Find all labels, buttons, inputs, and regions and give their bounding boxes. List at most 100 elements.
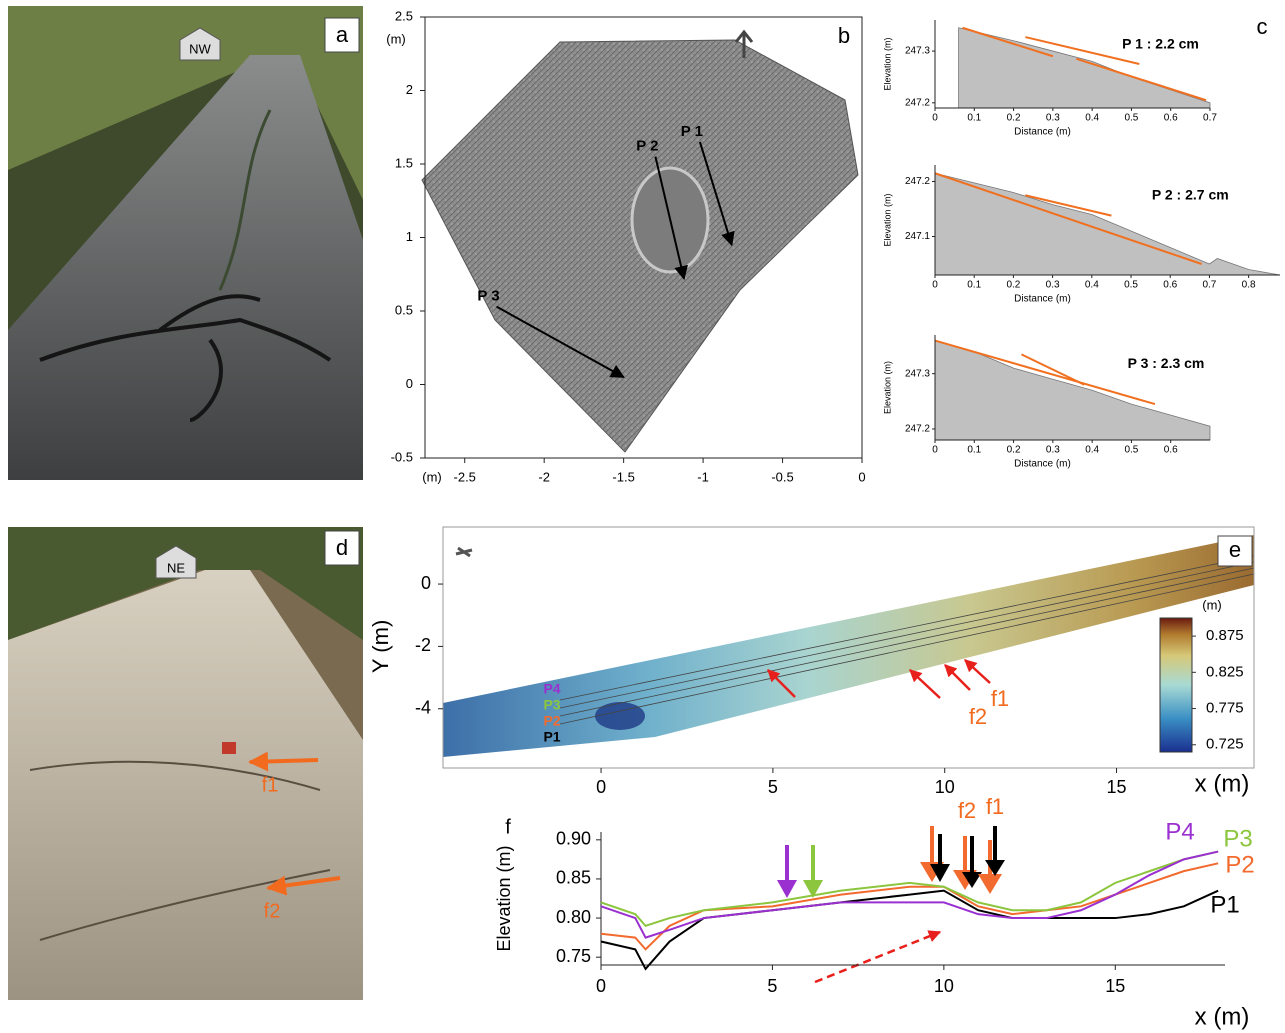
- fit-line: [934, 339, 1156, 406]
- x-tick-label: -1.5: [612, 469, 634, 484]
- x-tick-label: -0.5: [771, 469, 793, 484]
- x-tick-label: 0.6: [1164, 113, 1178, 124]
- y-tick-label: 0.5: [395, 302, 413, 317]
- colorbar-unit: (m): [1202, 597, 1222, 612]
- x-tick-label: 0.7: [1202, 280, 1216, 291]
- fault-label: f1: [262, 774, 279, 796]
- y-tick-label: 1: [406, 229, 413, 244]
- fault-label: f1: [986, 794, 1004, 819]
- x-tick-label: 0.5: [1124, 113, 1138, 124]
- x-tick-label: 0.1: [967, 445, 981, 456]
- x-tick-label: 10: [934, 976, 954, 996]
- x-tick-label: -1: [697, 469, 709, 484]
- profile-arrow: [654, 156, 688, 281]
- colorbar: [1159, 617, 1193, 753]
- y-tick-label: 247.1: [905, 231, 930, 242]
- y-axis-label: Elevation (m): [882, 361, 892, 414]
- y-tick-label: -2: [415, 635, 431, 655]
- x-tick-label: 0.8: [1242, 280, 1256, 291]
- north-arrow: [455, 546, 473, 558]
- x-tick-label: 0.6: [1163, 280, 1177, 291]
- x-axis-label: Distance (m): [1014, 459, 1071, 470]
- fault-label: f1: [991, 686, 1009, 711]
- y-tick-label: 1.5: [395, 155, 413, 170]
- x-tick-label: 0.4: [1085, 280, 1099, 291]
- series-line: [600, 850, 1219, 939]
- x-tick-label: 0.4: [1085, 113, 1099, 124]
- profile-lines: [559, 555, 1255, 725]
- x-tick-label: 0.6: [1164, 445, 1178, 456]
- x-tick-label: 0: [932, 280, 938, 291]
- fault-arrows: [777, 826, 1005, 898]
- x-tick-label: 0: [596, 976, 606, 996]
- profile-label: P 2: [636, 138, 658, 155]
- x-tick-label: 0: [596, 777, 606, 797]
- plot-frame: [442, 526, 1255, 769]
- panel-label-box: [1217, 535, 1253, 567]
- panel-label: f: [505, 816, 511, 838]
- axes: [600, 832, 1225, 966]
- series-line: [600, 889, 1219, 971]
- y-tick-label: 247.2: [905, 176, 930, 187]
- fault-label: f2: [958, 798, 976, 823]
- panel-label: e: [1229, 537, 1241, 562]
- y-unit: (m): [386, 31, 406, 46]
- panel-label: b: [838, 23, 850, 48]
- panel-label: c: [1257, 14, 1268, 39]
- x-tick-label: 0.3: [1046, 280, 1060, 291]
- x-axis-label: Distance (m): [1014, 294, 1071, 305]
- x-tick-label: 0: [932, 445, 938, 456]
- series-label: P4: [1165, 818, 1194, 845]
- profile-arrow: [496, 305, 625, 379]
- x-tick-label: 15: [1105, 976, 1125, 996]
- y-tick-label: -0.5: [391, 449, 413, 464]
- x-tick-label: 0.5: [1124, 445, 1138, 456]
- x-tick-label: 0.2: [1006, 280, 1020, 291]
- x-tick-label: 0.2: [1007, 445, 1021, 456]
- fit-line: [1025, 36, 1140, 65]
- fault-label: f2: [969, 704, 987, 729]
- profile-arrow: [698, 141, 735, 247]
- fault-arrows: [767, 659, 991, 699]
- x-tick-label: 0: [932, 113, 938, 124]
- x-tick-label: 0.2: [1007, 113, 1021, 124]
- y-tick-label: 2.5: [395, 8, 413, 23]
- series-label: P2: [1225, 851, 1254, 878]
- x-tick-label: 0.7: [1203, 113, 1217, 124]
- panel-label: a: [336, 22, 349, 47]
- photo-a: [8, 6, 363, 480]
- x-axis-label: x (m): [1195, 1003, 1250, 1030]
- series-line: [600, 862, 1219, 951]
- x-tick-label: 0: [858, 469, 865, 484]
- fit-line: [1076, 57, 1207, 102]
- y-axis-label: Elevation (m): [882, 193, 892, 246]
- direction-tag: NW: [189, 41, 211, 56]
- y-axis-label: Elevation (m): [882, 37, 892, 90]
- y-tick-label: 2: [406, 82, 413, 97]
- fit-line: [934, 172, 1202, 265]
- y-tick-label: 0.90: [556, 829, 591, 849]
- fit-line: [1020, 353, 1085, 386]
- x-tick-label: 0.1: [967, 280, 981, 291]
- y-tick-label: 0: [421, 573, 431, 593]
- x-tick-label: 0.4: [1085, 445, 1099, 456]
- colorbar-tick-label: 0.875: [1206, 627, 1244, 644]
- series-line: [600, 850, 1219, 928]
- direction-tag: NE: [167, 560, 185, 575]
- colorbar-tick-label: 0.775: [1206, 700, 1244, 717]
- profile-label: P2: [543, 713, 560, 729]
- fit-line: [1024, 194, 1112, 217]
- x-unit: (m): [422, 469, 442, 484]
- x-tick-label: 5: [767, 976, 777, 996]
- y-tick-label: 0.80: [556, 907, 591, 927]
- x-tick-label: -2: [538, 469, 550, 484]
- y-tick-label: 247.3: [905, 368, 930, 379]
- x-tick-label: 10: [935, 777, 955, 797]
- fit-line: [962, 26, 1054, 58]
- y-axis-label: Elevation (m): [494, 845, 514, 951]
- y-tick-label: 247.3: [905, 46, 930, 57]
- profile-label: P 1: [681, 123, 703, 140]
- profile-label: P1: [543, 729, 560, 745]
- motion-arrow: [814, 930, 942, 984]
